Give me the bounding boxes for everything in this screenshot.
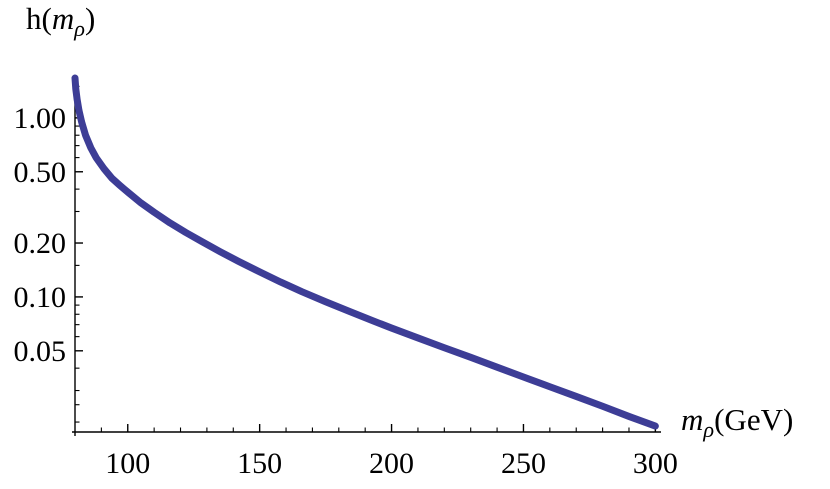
y-tick-label: 0.50	[14, 156, 67, 189]
x-axis-title-suffix: (GeV)	[714, 402, 794, 437]
x-tick-label: 300	[633, 447, 678, 480]
x-tick-label: 250	[501, 447, 546, 480]
y-axis-title-sub: ρ	[74, 16, 85, 42]
y-axis-title-suffix: )	[84, 1, 96, 36]
x-axis-title-var: m	[681, 402, 704, 437]
x-axis-title: mρ(GeV)	[681, 402, 794, 440]
y-tick-label: 1.00	[14, 102, 67, 135]
x-axis-title-sub: ρ	[703, 417, 715, 443]
y-axis-title: h(mρ)	[26, 1, 96, 39]
x-tick-label: 150	[237, 447, 282, 480]
x-tick-label: 100	[105, 447, 150, 480]
y-tick-label: 0.20	[14, 227, 67, 260]
curve-h-m-rho-	[71, 74, 659, 430]
x-tick-label: 200	[369, 447, 414, 480]
y-tick-label: 0.05	[14, 335, 67, 368]
y-axis-title-var: m	[51, 1, 75, 36]
y-tick-label: 0.10	[14, 281, 67, 314]
y-axis-title-prefix: h(	[26, 1, 52, 36]
